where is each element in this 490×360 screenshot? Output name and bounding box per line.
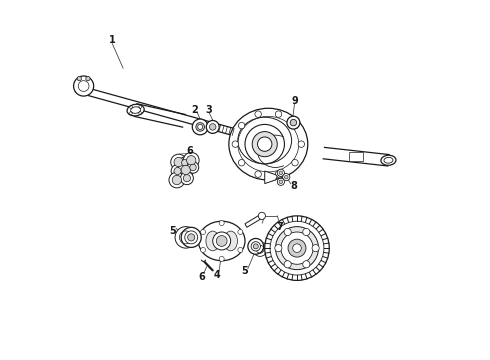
Circle shape [238,247,243,252]
Circle shape [206,121,219,134]
Circle shape [172,175,181,185]
Circle shape [275,226,319,270]
Ellipse shape [238,117,292,164]
Circle shape [239,159,245,166]
Polygon shape [75,85,246,139]
Polygon shape [134,104,185,127]
Circle shape [245,125,285,164]
Circle shape [187,162,199,173]
Circle shape [171,165,184,177]
Circle shape [253,242,267,256]
Circle shape [238,229,243,234]
Circle shape [183,152,199,168]
Text: 9: 9 [292,96,298,106]
Circle shape [183,175,191,182]
Circle shape [288,239,306,257]
Polygon shape [323,147,389,166]
Circle shape [74,76,94,96]
Circle shape [251,242,260,251]
Circle shape [175,226,196,248]
Text: 2: 2 [192,105,198,115]
Circle shape [181,159,188,166]
Circle shape [275,111,282,117]
Text: 6: 6 [186,146,193,156]
Ellipse shape [206,231,220,251]
Text: 1: 1 [109,35,116,45]
Circle shape [219,221,224,226]
Circle shape [290,120,296,126]
Circle shape [258,212,266,220]
Circle shape [77,76,81,81]
Circle shape [210,124,216,130]
Circle shape [178,162,194,178]
Circle shape [279,171,283,175]
Text: 5: 5 [241,266,247,276]
Circle shape [288,117,299,129]
Circle shape [287,116,300,129]
Circle shape [181,165,191,175]
Circle shape [169,172,185,188]
Circle shape [258,137,272,151]
Circle shape [252,132,277,157]
Circle shape [187,156,196,165]
Circle shape [312,244,319,252]
Text: 5: 5 [169,226,176,236]
Circle shape [284,261,291,268]
Circle shape [196,123,204,131]
Circle shape [292,159,298,166]
Circle shape [192,119,208,135]
Text: 4: 4 [214,270,220,280]
Text: 8: 8 [291,181,297,191]
FancyBboxPatch shape [349,152,364,161]
Circle shape [283,174,290,181]
Ellipse shape [381,155,396,165]
Circle shape [86,76,90,81]
Circle shape [279,180,283,184]
Circle shape [239,122,245,129]
Ellipse shape [198,221,245,261]
Circle shape [277,178,285,185]
Ellipse shape [229,108,308,180]
Polygon shape [265,171,277,184]
Circle shape [265,216,329,280]
Circle shape [180,172,194,185]
Ellipse shape [224,231,238,251]
Circle shape [253,244,258,249]
Circle shape [200,247,206,252]
Circle shape [197,125,203,130]
Circle shape [232,141,239,147]
Circle shape [303,228,310,235]
Circle shape [298,141,304,147]
Circle shape [188,234,195,241]
Circle shape [200,229,206,234]
Circle shape [284,228,291,235]
Circle shape [255,171,261,177]
Text: 3: 3 [206,105,213,115]
Circle shape [293,244,301,252]
Text: 7: 7 [277,222,284,232]
Circle shape [174,167,181,175]
Circle shape [281,232,313,264]
Circle shape [277,169,285,176]
Circle shape [275,171,282,177]
Circle shape [270,221,324,275]
Ellipse shape [127,104,144,116]
Circle shape [255,111,261,117]
Circle shape [185,231,197,244]
Circle shape [213,232,231,250]
Circle shape [216,235,227,246]
Circle shape [179,157,191,168]
Circle shape [181,227,201,247]
Circle shape [171,154,187,170]
Circle shape [248,238,264,254]
Circle shape [190,164,196,171]
Circle shape [292,122,298,129]
Circle shape [275,244,282,252]
Circle shape [219,256,224,261]
Text: 6: 6 [198,272,205,282]
Circle shape [303,261,310,268]
Circle shape [285,175,288,179]
Polygon shape [245,214,263,227]
Circle shape [174,157,183,167]
